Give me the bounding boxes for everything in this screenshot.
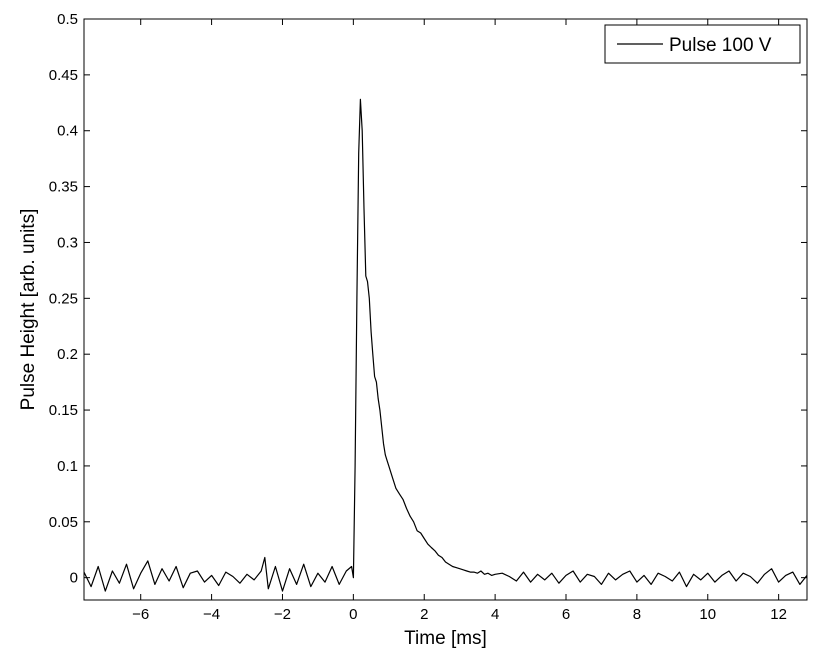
y-tick-label: 0.15 (49, 402, 78, 419)
y-tick-label: 0.1 (57, 458, 78, 475)
x-tick-label: 4 (491, 606, 499, 623)
y-tick-label: 0.5 (57, 11, 78, 28)
series-line-pulse (83, 98, 808, 592)
x-axis-label: Time [ms] (404, 628, 487, 649)
ticks-layer: −6 −4 −2 0 2 4 6 8 10 12 0 0.05 0.1 0.15 0.2 0.25 0.3 0.3… (49, 11, 807, 623)
y-tick-label: 0 (70, 570, 78, 587)
y-tick-label: 0.4 (57, 123, 78, 140)
x-tick-label: 12 (770, 606, 787, 623)
x-tick-label: 8 (633, 606, 641, 623)
y-tick-label: 0.45 (49, 67, 78, 84)
series-layer (83, 98, 808, 592)
legend: Pulse 100 V (604, 24, 801, 64)
y-tick-label: 0.35 (49, 179, 78, 196)
y-tick-label: 0.2 (57, 346, 78, 363)
y-tick-label: 0.05 (49, 514, 78, 531)
x-tick-label: 10 (699, 606, 716, 623)
x-tick-label: −2 (274, 606, 291, 623)
x-tick-label: −6 (132, 606, 149, 623)
legend-label: Pulse 100 V (669, 35, 772, 56)
y-axis-label: Pulse Height [arb. units] (18, 209, 39, 411)
y-tick-label: 0.3 (57, 234, 78, 251)
plot-area (84, 19, 807, 600)
x-tick-label: 6 (562, 606, 570, 623)
y-tick-label: 0.25 (49, 290, 78, 307)
x-tick-label: 0 (349, 606, 357, 623)
axes-box (83, 18, 808, 601)
x-tick-label: −4 (203, 606, 220, 623)
x-tick-label: 2 (420, 606, 428, 623)
